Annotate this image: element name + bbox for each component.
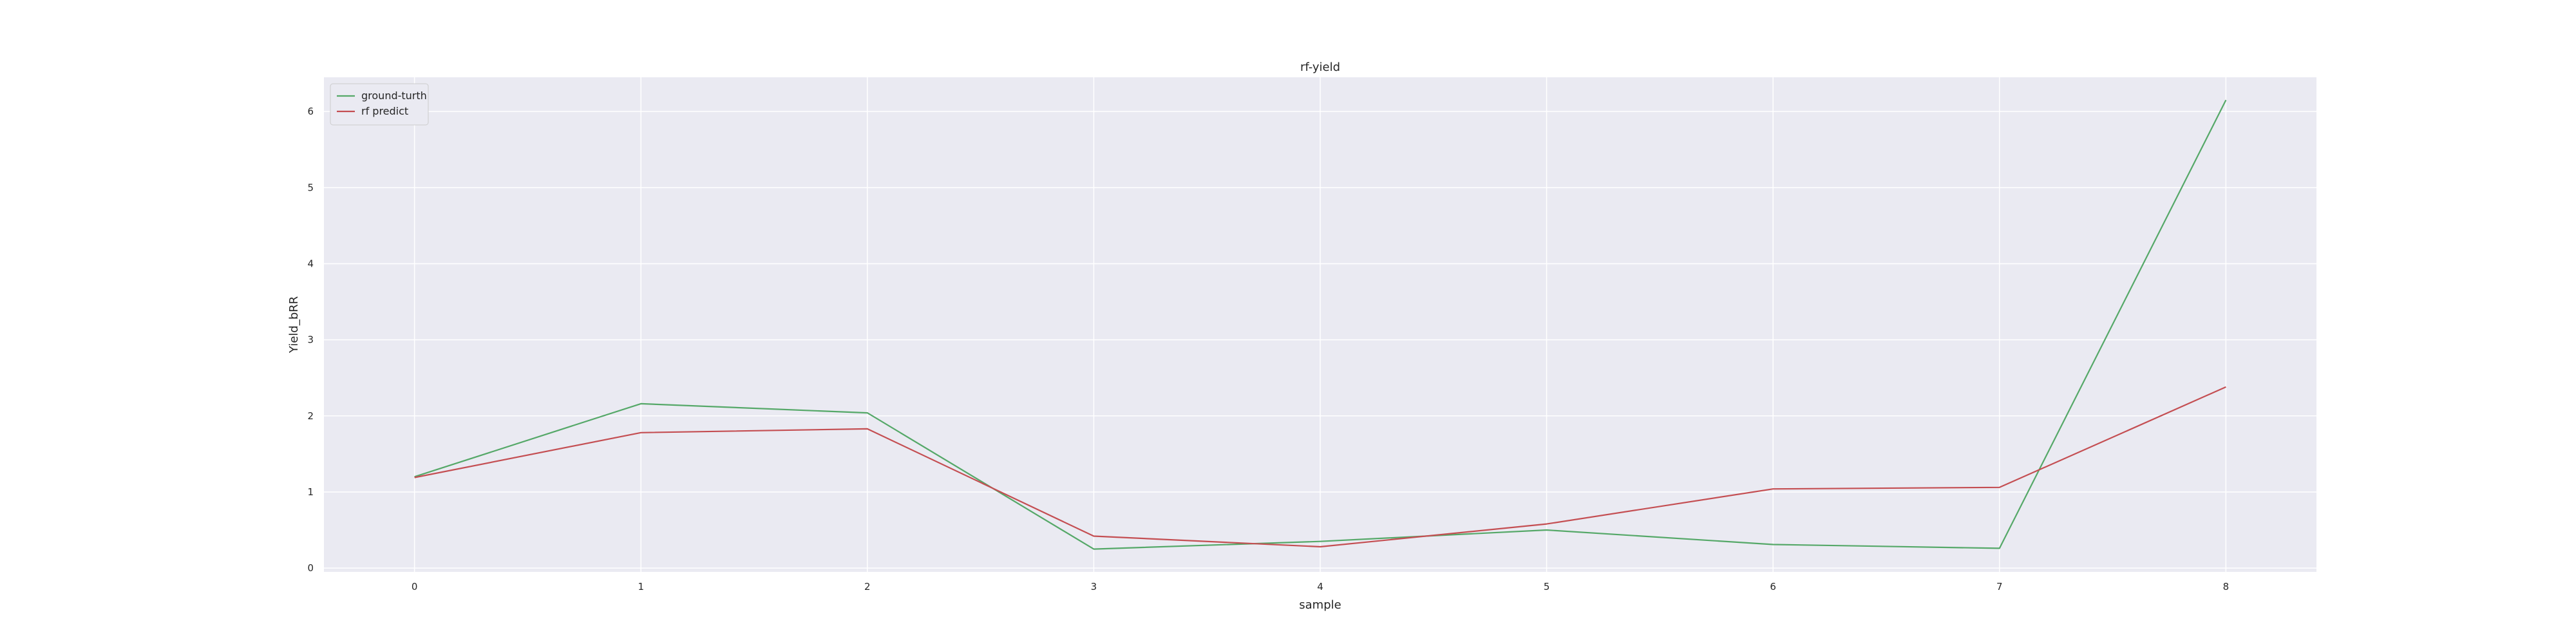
legend-entry: rf predict [361,105,408,117]
y-tick-label: 4 [307,258,314,269]
x-tick-label: 6 [1770,581,1776,592]
tick-labels: 0 1 2 3 4 5 6 7 8 0 1 2 3 4 5 6 [307,106,2229,592]
grid [324,77,2316,572]
x-axis-label: sample [1299,598,1341,612]
x-tick-label: 1 [638,581,644,592]
x-tick-label: 5 [1544,581,1550,592]
series [414,99,2227,550]
y-tick-label: 0 [307,562,314,574]
y-tick-label: 6 [307,106,314,117]
x-tick-label: 8 [2223,581,2230,592]
y-axis-label: Yield_bRR [287,296,301,354]
y-tick-label: 3 [307,334,314,346]
legend: ground-turth rf predict [330,83,429,126]
legend-box [330,83,429,126]
x-tick-label: 4 [1317,581,1323,592]
x-tick-label: 2 [864,581,871,592]
y-tick-label: 5 [307,182,314,193]
x-tick-label: 7 [1996,581,2003,592]
series-line-rf-predict [414,386,2226,548]
y-tick-label: 2 [307,410,314,422]
series-line-ground-turth [414,99,2227,550]
y-tick-label: 1 [307,486,314,498]
x-tick-label: 3 [1091,581,1097,592]
x-tick-label: 0 [412,581,418,592]
chart-title: rf-yield [1300,61,1340,74]
legend-entry: ground-turth [361,90,427,102]
